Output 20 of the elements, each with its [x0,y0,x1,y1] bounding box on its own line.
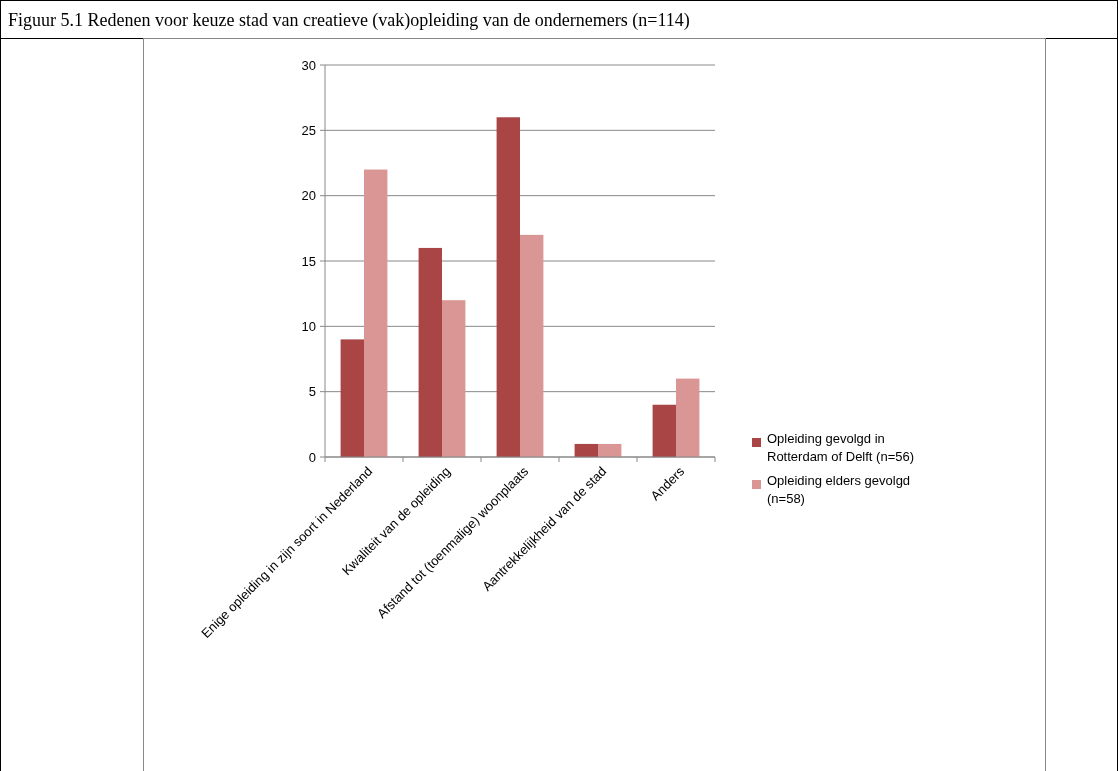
chart-title: Figuur 5.1 Redenen voor keuze stad van creatieve (vak)opleiding van de ondernemers (n=114) [8,10,690,31]
bar [442,300,466,457]
y-tick-label: 30 [301,57,316,73]
y-tick-label: 0 [308,449,316,465]
y-tick-label: 5 [308,384,316,400]
y-tick-label: 15 [301,253,316,269]
y-tick-label: 25 [301,122,316,138]
bar [418,247,442,457]
bar [598,443,622,457]
bar [496,117,520,457]
bar [676,378,700,457]
legend-label: Opleiding elders gevolgd (n=58) [767,473,911,506]
bar [364,169,388,457]
y-tick-label: 20 [301,188,316,204]
legend-label: Opleiding gevolgd in Rotterdam of Delft (n=56) [767,431,915,464]
bar [652,404,676,457]
bar [340,339,364,457]
bar [520,234,544,457]
bar [574,443,598,457]
y-tick-label: 10 [301,318,316,334]
